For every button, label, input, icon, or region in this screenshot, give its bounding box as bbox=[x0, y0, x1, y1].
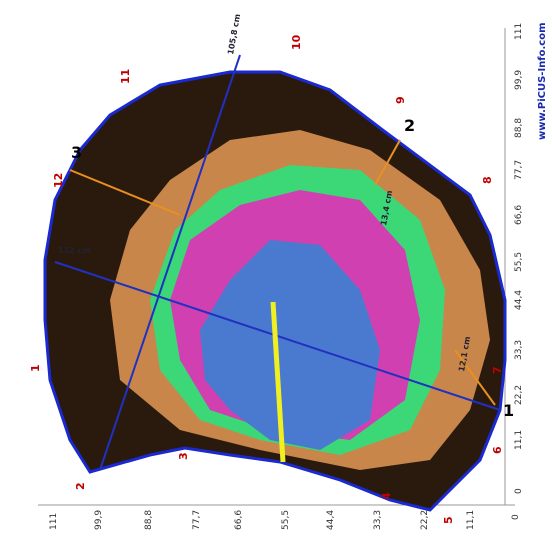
path-label: 1 bbox=[503, 401, 514, 420]
tick-label: 111 bbox=[514, 23, 524, 40]
tick-label: 11,1 bbox=[466, 510, 476, 530]
bottom-axis-labels: 111 99,9 88,8 77,7 66,6 55,5 44,4 33,3 2… bbox=[49, 510, 521, 530]
tick-label: 55,5 bbox=[281, 510, 291, 530]
measurement-label: 112 cm bbox=[58, 246, 91, 255]
tick-label: 0 bbox=[514, 488, 524, 494]
tick-label: 44,4 bbox=[326, 510, 336, 530]
sensor-label: 9 bbox=[394, 96, 407, 104]
tick-label: 66,6 bbox=[234, 510, 244, 530]
sensor-label: 10 bbox=[290, 34, 303, 50]
path-label: 2 bbox=[404, 116, 415, 135]
watermark: www.PiCUS-Info.com bbox=[537, 22, 548, 140]
cross-section bbox=[43, 54, 507, 512]
path-labels: 1 2 3 bbox=[71, 116, 514, 420]
sensor-label: 2 bbox=[74, 482, 87, 490]
sensor-label: 4 bbox=[380, 492, 393, 500]
tick-label: 22,2 bbox=[514, 385, 524, 405]
tick-label: 111 bbox=[49, 513, 59, 530]
tick-label: 33,3 bbox=[514, 340, 524, 360]
sensor-label: 12 bbox=[52, 173, 65, 188]
tick-label: 55,5 bbox=[514, 252, 524, 272]
right-axis-labels: 111 99,9 88,8 77,7 66,6 55,5 44,4 33,3 2… bbox=[514, 23, 524, 494]
tick-label: 88,8 bbox=[144, 510, 154, 530]
tick-label: 22,2 bbox=[420, 510, 430, 530]
tick-label: 99,9 bbox=[514, 70, 524, 90]
tick-label: 11,1 bbox=[514, 430, 524, 450]
path-label: 3 bbox=[71, 143, 82, 162]
sensor-label: 1 bbox=[29, 364, 42, 372]
tick-label: 88,8 bbox=[514, 118, 524, 138]
tick-label: 77,7 bbox=[192, 510, 202, 530]
tick-label: 0 bbox=[511, 514, 521, 520]
tick-label: 66,6 bbox=[514, 205, 524, 225]
sensor-label: 6 bbox=[491, 446, 504, 454]
tick-label: 44,4 bbox=[514, 290, 524, 310]
sensor-label: 7 bbox=[491, 366, 504, 374]
tick-label: 33,3 bbox=[373, 510, 383, 530]
tick-label: 77,7 bbox=[514, 160, 524, 180]
tick-label: 99,9 bbox=[94, 510, 104, 530]
sensor-label: 8 bbox=[481, 176, 494, 184]
sensor-labels: 1 2 3 4 5 6 7 8 9 10 11 12 bbox=[29, 34, 504, 524]
sensor-label: 3 bbox=[177, 452, 190, 460]
sensor-label: 11 bbox=[119, 69, 132, 84]
sensor-label: 5 bbox=[442, 516, 455, 524]
